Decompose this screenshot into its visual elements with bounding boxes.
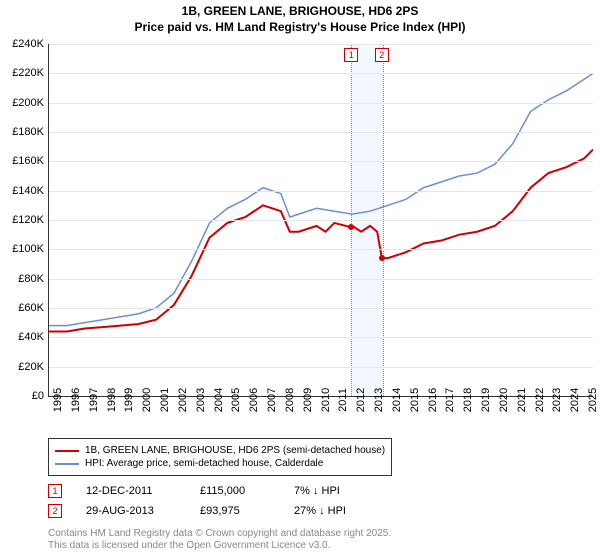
event-table: 1 12-DEC-2011 £115,000 7% ↓ HPI 2 29-AUG… (48, 484, 384, 524)
series-line-hpi (49, 73, 593, 325)
y-axis-label: £120K (0, 214, 44, 226)
gridline (49, 308, 593, 309)
series-line-price_paid (49, 150, 593, 332)
event-dot (379, 255, 385, 261)
gridline (49, 103, 593, 104)
event-price: £115,000 (200, 485, 270, 497)
event-date: 12-DEC-2011 (86, 485, 176, 497)
y-axis-label: £180K (0, 126, 44, 138)
footer-line-1: Contains HM Land Registry data © Crown c… (48, 528, 391, 540)
x-axis-label: 1997 (88, 388, 100, 412)
gridline (49, 367, 593, 368)
title-line-2: Price paid vs. HM Land Registry's House … (0, 20, 600, 36)
legend-item: HPI: Average price, semi-detached house,… (55, 458, 385, 469)
x-axis-label: 1996 (70, 388, 82, 412)
x-axis-label: 2005 (230, 388, 242, 412)
x-axis-label: 2018 (462, 388, 474, 412)
y-axis-label: £200K (0, 97, 44, 109)
event-marker-box: 2 (375, 48, 389, 62)
x-axis-label: 2009 (302, 388, 314, 412)
gridline (49, 132, 593, 133)
x-axis-label: 1998 (106, 388, 118, 412)
x-axis-label: 2003 (195, 388, 207, 412)
y-axis-label: £40K (0, 331, 44, 343)
gridline (49, 337, 593, 338)
x-axis-label: 2019 (480, 388, 492, 412)
x-axis-label: 2004 (213, 388, 225, 412)
x-axis-label: 2025 (587, 388, 599, 412)
x-axis-label: 2015 (409, 388, 421, 412)
legend-box: 1B, GREEN LANE, BRIGHOUSE, HD6 2PS (semi… (48, 438, 392, 476)
x-axis-label: 2006 (248, 388, 260, 412)
x-axis-label: 2012 (355, 388, 367, 412)
x-axis-label: 2021 (516, 388, 528, 412)
y-axis-label: £0 (0, 390, 44, 402)
x-axis-label: 2010 (320, 388, 332, 412)
event-delta: 7% ↓ HPI (294, 485, 384, 497)
gridline (49, 220, 593, 221)
event-marker-box: 1 (344, 48, 358, 62)
x-axis-label: 2013 (373, 388, 385, 412)
y-axis-label: £240K (0, 38, 44, 50)
gridline (49, 191, 593, 192)
y-axis-label: £20K (0, 361, 44, 373)
gridline (49, 73, 593, 74)
event-price: £93,975 (200, 505, 270, 517)
y-axis-label: £60K (0, 302, 44, 314)
x-axis-label: 2008 (284, 388, 296, 412)
x-axis-label: 2011 (337, 388, 349, 412)
x-axis-label: 1995 (52, 388, 64, 412)
legend-item: 1B, GREEN LANE, BRIGHOUSE, HD6 2PS (semi… (55, 445, 385, 456)
x-axis-label: 2023 (551, 388, 563, 412)
x-axis-label: 2022 (534, 388, 546, 412)
event-date: 29-AUG-2013 (86, 505, 176, 517)
x-axis-label: 2007 (266, 388, 278, 412)
event-row: 1 12-DEC-2011 £115,000 7% ↓ HPI (48, 484, 384, 498)
plot-area: 12 (48, 44, 593, 397)
gridline (49, 249, 593, 250)
legend-label: 1B, GREEN LANE, BRIGHOUSE, HD6 2PS (semi… (85, 445, 385, 456)
x-axis-label: 2016 (427, 388, 439, 412)
title-line-1: 1B, GREEN LANE, BRIGHOUSE, HD6 2PS (0, 4, 600, 20)
footer-attribution: Contains HM Land Registry data © Crown c… (48, 528, 391, 552)
legend-label: HPI: Average price, semi-detached house,… (85, 458, 323, 469)
y-axis-label: £220K (0, 67, 44, 79)
event-marker-icon: 1 (48, 484, 62, 498)
y-axis-label: £100K (0, 243, 44, 255)
gridline (49, 279, 593, 280)
x-axis-label: 2014 (391, 388, 403, 412)
x-axis-label: 2024 (569, 388, 581, 412)
x-axis-label: 2017 (444, 388, 456, 412)
y-axis-label: £160K (0, 155, 44, 167)
gridline (49, 44, 593, 45)
gridline (49, 161, 593, 162)
legend-swatch (55, 463, 79, 465)
chart-container: 1B, GREEN LANE, BRIGHOUSE, HD6 2PS Price… (0, 0, 600, 560)
footer-line-2: This data is licensed under the Open Gov… (48, 540, 391, 552)
x-axis-label: 2020 (498, 388, 510, 412)
chart-title-block: 1B, GREEN LANE, BRIGHOUSE, HD6 2PS Price… (0, 0, 600, 35)
x-axis-label: 2001 (159, 388, 171, 412)
event-row: 2 29-AUG-2013 £93,975 27% ↓ HPI (48, 504, 384, 518)
x-axis-label: 2002 (177, 388, 189, 412)
x-axis-label: 1999 (123, 388, 135, 412)
x-axis-label: 2000 (141, 388, 153, 412)
event-delta: 27% ↓ HPI (294, 505, 384, 517)
legend-swatch (55, 450, 79, 452)
event-dot (348, 224, 354, 230)
y-axis-label: £80K (0, 273, 44, 285)
y-axis-label: £140K (0, 185, 44, 197)
event-marker-icon: 2 (48, 504, 62, 518)
